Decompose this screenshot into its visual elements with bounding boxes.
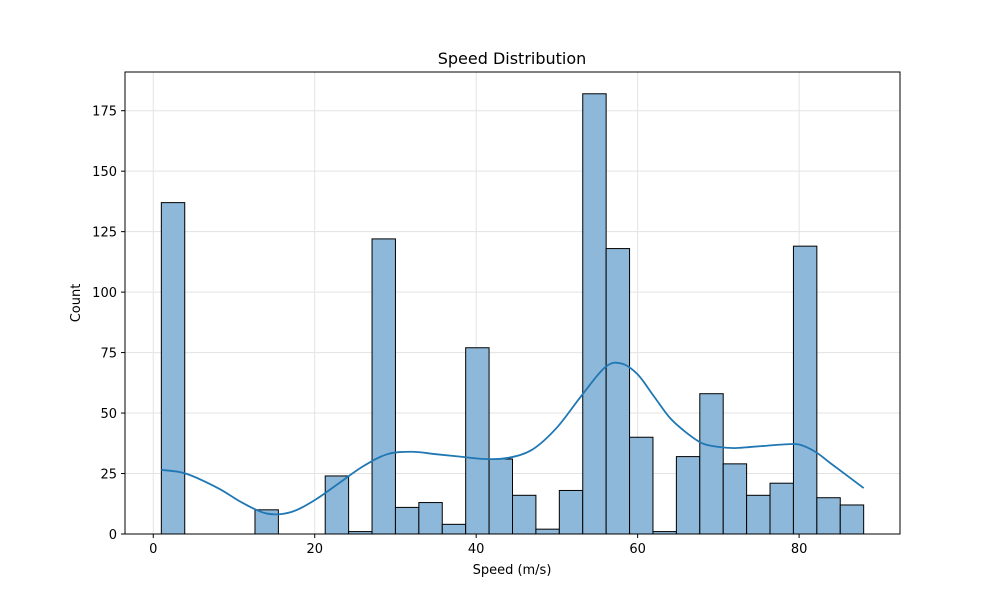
- y-tick-label: 0: [109, 528, 117, 543]
- chart-title: Speed Distribution: [438, 49, 587, 68]
- histogram-bar: [582, 93, 607, 535]
- histogram-bar: [675, 456, 701, 535]
- x-axis-ticks: 0 20 40 60 80: [149, 534, 807, 557]
- x-tick-label: 80: [791, 542, 808, 557]
- y-tick-label: 175: [92, 105, 117, 120]
- histogram-bar: [394, 506, 420, 535]
- histogram-bar: [488, 458, 513, 535]
- histogram-bars: [160, 93, 865, 535]
- y-axis-label: Count: [69, 284, 84, 323]
- histogram-bar: [629, 436, 654, 535]
- histogram-bar: [722, 463, 748, 535]
- histogram-bar: [816, 497, 841, 535]
- histogram-bar: [465, 347, 490, 535]
- y-tick-label: 50: [100, 407, 117, 422]
- histogram-bar: [535, 528, 560, 535]
- y-tick-label: 75: [100, 347, 117, 362]
- histogram-bar: [769, 482, 794, 535]
- histogram-bar: [792, 245, 818, 535]
- kde-curve: [161, 361, 865, 516]
- histogram-bar: [371, 238, 396, 535]
- histogram-bar: [746, 494, 771, 535]
- histogram-bar: [699, 393, 724, 535]
- histogram-bar: [558, 489, 584, 535]
- y-tick-label: 125: [92, 226, 117, 241]
- histogram-bar: [512, 494, 537, 535]
- histogram-bar: [441, 523, 467, 535]
- x-tick-label: 20: [306, 542, 323, 557]
- plot-frame: [124, 71, 901, 535]
- histogram-bar: [605, 248, 631, 535]
- x-tick-label: 40: [468, 542, 485, 557]
- y-tick-label: 150: [92, 165, 117, 180]
- histogram-bar: [160, 202, 186, 535]
- histogram-bar: [839, 504, 865, 535]
- y-tick-label: 25: [100, 468, 117, 483]
- histogram-bar: [418, 502, 443, 535]
- y-axis-ticks: 0 25 50 75 100 125 150 175: [92, 105, 125, 543]
- x-axis-label: Speed (m/s): [473, 563, 552, 578]
- x-tick-label: 0: [149, 542, 157, 557]
- y-tick-label: 100: [92, 286, 117, 301]
- x-tick-label: 60: [629, 542, 646, 557]
- grid-lines: [125, 72, 900, 535]
